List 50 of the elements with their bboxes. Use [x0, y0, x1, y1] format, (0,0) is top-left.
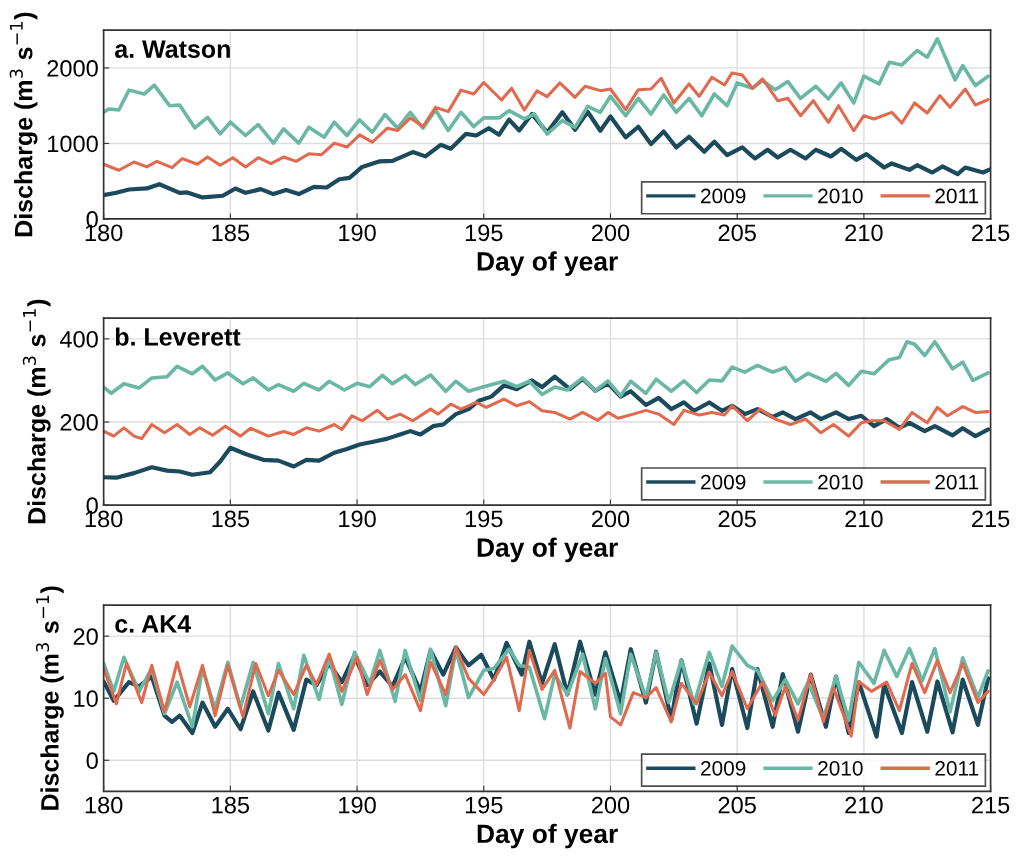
- legend-label: 2011: [935, 760, 979, 776]
- x-axis-title: Day of year: [477, 823, 618, 849]
- x-tick-label: 185: [212, 510, 250, 528]
- chart-title: c. AK4: [115, 615, 192, 633]
- y-tick-label: 200: [60, 414, 98, 431]
- y-axis-title: Discharge (m$^{3}$ s$^{−1}$): [9, 12, 38, 237]
- y-tick-label: 400: [59, 330, 98, 348]
- legend-label: 2010: [818, 188, 863, 204]
- x-tick-label: 215: [972, 796, 1010, 814]
- x-tick-label: 205: [718, 224, 756, 242]
- legend-label: 2010: [818, 474, 863, 490]
- x-tick-label: 210: [845, 510, 883, 528]
- x-tick-label: 195: [465, 224, 503, 242]
- line-series: [103, 37, 990, 145]
- x-tick-label: 190: [339, 510, 376, 528]
- x-tick-label: 205: [718, 796, 756, 814]
- x-tick-label: 180: [85, 796, 123, 814]
- x-tick-label: 190: [339, 796, 376, 814]
- x-tick-label: 195: [465, 510, 503, 528]
- x-tick-label: 210: [845, 796, 883, 814]
- line-series: [103, 71, 990, 172]
- x-tick-label: 210: [845, 224, 883, 242]
- x-tick-label: 190: [339, 224, 376, 242]
- y-tick-label: 1000: [48, 135, 98, 153]
- x-tick-label: 215: [972, 510, 1010, 528]
- legend-label: 2010: [818, 760, 863, 776]
- x-tick-label: 195: [465, 796, 503, 814]
- x-tick-label: 200: [591, 796, 630, 814]
- legend-label: 2011: [935, 474, 979, 490]
- y-tick-label: 2000: [47, 59, 98, 77]
- legend-label: 2009: [701, 760, 746, 776]
- x-tick-label: 215: [972, 224, 1010, 242]
- chart-title: b. Leverett: [115, 327, 241, 346]
- chart-title: a. Watson: [115, 40, 230, 58]
- x-tick-label: 200: [591, 224, 630, 242]
- x-axis-title: Day of year: [477, 537, 618, 563]
- legend-label: 2009: [701, 188, 746, 204]
- legend-label: 2011: [935, 188, 979, 204]
- legend-label: 2009: [701, 474, 746, 490]
- x-tick-label: 185: [212, 224, 250, 242]
- x-tick-label: 205: [718, 510, 756, 528]
- y-tick-label: 0: [86, 752, 98, 770]
- y-tick-label: 10: [74, 690, 98, 708]
- y-axis-title: Discharge (m$^{3}$ s$^{−1}$): [22, 299, 51, 524]
- y-tick-label: 20: [73, 628, 98, 645]
- x-tick-label: 200: [591, 510, 630, 528]
- x-axis-title: Day of year: [477, 251, 618, 276]
- line-series: [103, 397, 990, 441]
- y-axis-title: Discharge (m$^{3}$ s$^{−1}$): [35, 586, 64, 810]
- x-tick-label: 185: [212, 796, 250, 814]
